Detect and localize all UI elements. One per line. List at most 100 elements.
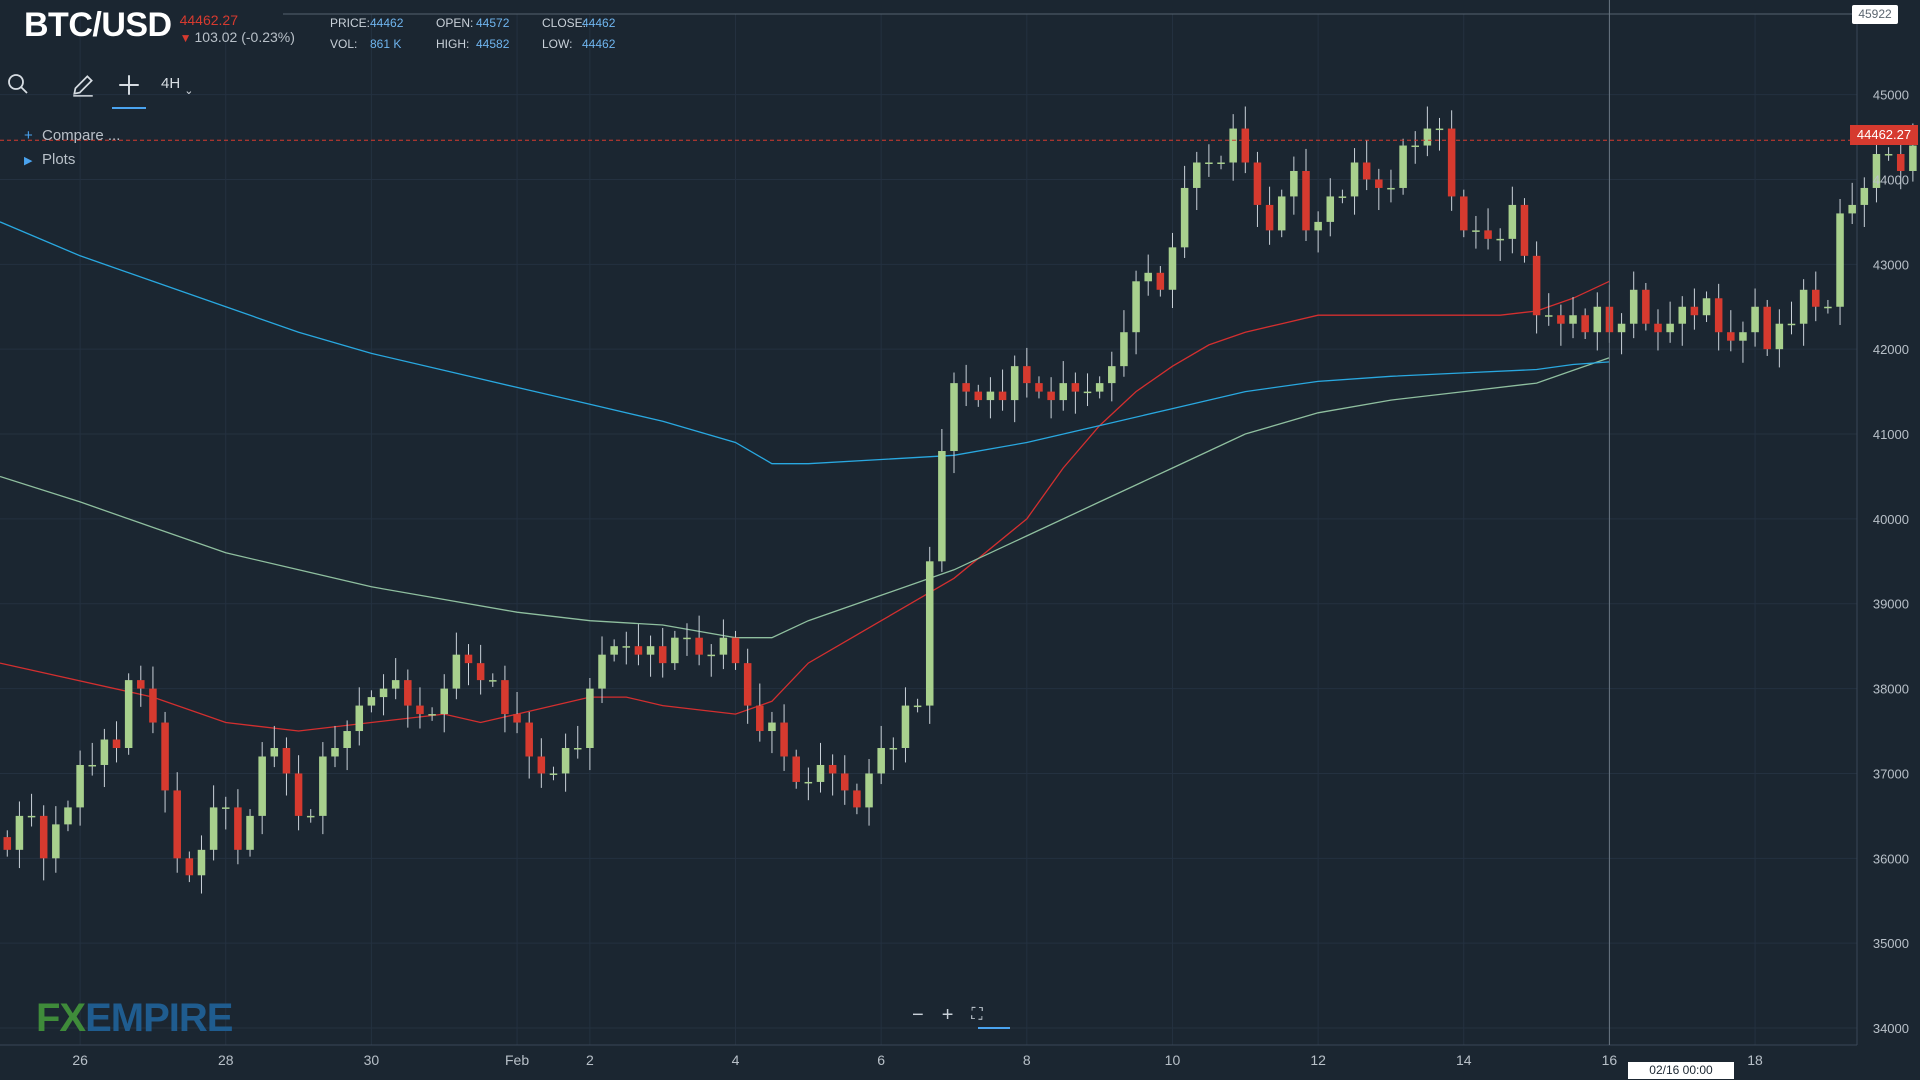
candle-body (3, 837, 12, 850)
candle (1302, 148, 1310, 241)
candle-body (1896, 154, 1905, 171)
candle (950, 372, 958, 474)
x-tick-label: 12 (1310, 1052, 1326, 1068)
candle (804, 767, 813, 801)
candle-body (756, 705, 764, 732)
candle-body (610, 646, 618, 655)
candle (391, 658, 400, 700)
candle-body (1435, 128, 1444, 131)
candle-body (974, 391, 983, 401)
candle (1654, 309, 1662, 351)
candle-body (1884, 154, 1893, 156)
candle-body (1848, 204, 1856, 214)
candle (124, 673, 133, 755)
candle (658, 627, 667, 678)
candle (1205, 144, 1213, 177)
brand-empire: EMPIRE (85, 996, 233, 1040)
candle-body (1520, 204, 1529, 256)
candle-body (64, 807, 72, 825)
candle-body (731, 637, 740, 664)
candle-body (1484, 230, 1492, 239)
zoom-out-button[interactable]: − (912, 1004, 924, 1026)
candle (719, 619, 728, 670)
candle (1362, 140, 1371, 191)
candle-body (1909, 145, 1917, 171)
candle (768, 711, 776, 754)
fullscreen-icon[interactable]: ⛶ (971, 1006, 983, 1023)
candle (1047, 377, 1055, 419)
candle (1702, 291, 1711, 323)
candle-body (792, 756, 800, 782)
x-tick-label: 14 (1456, 1052, 1472, 1068)
candle (331, 725, 339, 768)
candle (695, 615, 703, 666)
candle (355, 687, 364, 746)
candle (1690, 288, 1699, 330)
y-tick-label: 39000 (1873, 597, 1909, 612)
y-tick-label: 35000 (1873, 936, 1909, 951)
candle (671, 630, 679, 670)
pencil-icon[interactable] (70, 72, 96, 104)
candle-body (683, 637, 691, 640)
candle-body (1326, 196, 1335, 222)
candle-body (1617, 323, 1626, 333)
candle-body (1860, 187, 1869, 205)
high-price-tag: 45922 (1852, 5, 1898, 24)
candle (489, 673, 497, 687)
candle (1496, 228, 1504, 261)
candle (598, 636, 606, 704)
candle (197, 835, 206, 894)
y-tick-label: 38000 (1873, 682, 1909, 697)
candle (853, 783, 861, 815)
crosshair-icon[interactable] (116, 72, 142, 104)
compare-button[interactable]: + Compare ... (24, 124, 120, 148)
candle-body (525, 722, 533, 757)
candle-body (1812, 289, 1820, 307)
close-value: 44462 (582, 16, 616, 30)
candle (1472, 215, 1480, 249)
candle-body (489, 680, 497, 682)
candle (586, 677, 594, 771)
candle (343, 720, 351, 771)
crosshair-date-label: 02/16 00:00 (1628, 1062, 1734, 1079)
candle (416, 687, 424, 729)
candle-body (391, 680, 400, 689)
y-tick-label: 45000 (1873, 88, 1909, 103)
candle (1860, 177, 1869, 227)
candle (1666, 301, 1674, 343)
candle-body (1217, 162, 1225, 164)
search-icon[interactable] (6, 72, 30, 102)
candle (1884, 147, 1893, 161)
candle-body (1350, 162, 1359, 197)
candle (15, 801, 24, 869)
candle-body (573, 748, 582, 750)
candle (319, 742, 327, 835)
candle-body (1544, 315, 1553, 317)
candle (1059, 361, 1068, 411)
zoom-in-button[interactable]: + (941, 1004, 954, 1026)
candle (1447, 110, 1456, 211)
candle-body (925, 561, 934, 706)
candle (1399, 138, 1407, 195)
timeframe-select[interactable]: 4H ⌄ (161, 75, 193, 97)
candle-body (1557, 315, 1565, 324)
candle-body (282, 748, 291, 774)
candle-body (1739, 332, 1747, 341)
candle (1120, 310, 1128, 377)
chevron-down-icon: ⌄ (184, 85, 194, 97)
plots-toggle[interactable]: ▶ Plots (24, 148, 120, 173)
candle-body (1156, 272, 1165, 290)
candle (1484, 208, 1492, 250)
candle (76, 750, 84, 826)
candle (1581, 308, 1589, 339)
caret-right-icon: ▶ (24, 155, 33, 167)
candle-body (1472, 230, 1480, 232)
candle-body (658, 646, 667, 664)
candle-body (986, 391, 995, 401)
candle-body (1581, 315, 1589, 333)
candle (464, 644, 473, 686)
candle (246, 809, 254, 857)
x-tick-label: 18 (1747, 1052, 1763, 1068)
candle (1532, 241, 1541, 334)
